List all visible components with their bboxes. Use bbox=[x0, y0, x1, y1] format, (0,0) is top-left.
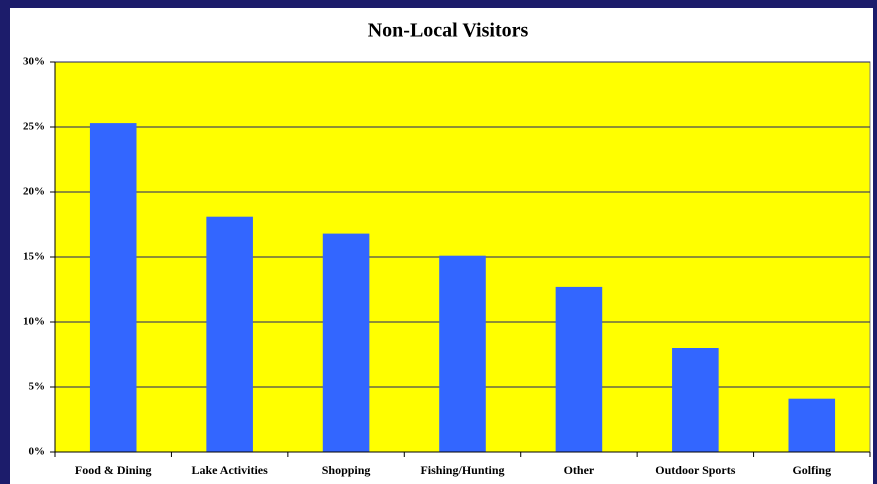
y-tick-label: 30% bbox=[23, 56, 45, 68]
y-tick-label: 5% bbox=[29, 381, 46, 393]
x-tick-label: Outdoor Sports bbox=[655, 463, 735, 477]
bar bbox=[555, 286, 603, 452]
bar bbox=[439, 255, 486, 452]
x-tick-label: Lake Activities bbox=[191, 463, 268, 477]
y-tick-label: 15% bbox=[23, 251, 45, 263]
bar bbox=[322, 233, 370, 452]
x-tick-label: Fishing/Hunting bbox=[420, 463, 504, 477]
y-tick-label: 0% bbox=[29, 446, 46, 458]
chart-title: Non-Local Visitors bbox=[368, 20, 529, 42]
x-tick-label: Food & Dining bbox=[75, 463, 152, 477]
y-tick-label: 25% bbox=[23, 121, 45, 133]
y-tick-label: 10% bbox=[23, 316, 45, 328]
x-tick-label: Shopping bbox=[322, 463, 371, 477]
bar bbox=[788, 398, 836, 452]
bar bbox=[672, 348, 719, 452]
bar bbox=[89, 123, 137, 452]
y-tick-label: 20% bbox=[23, 186, 45, 198]
x-tick-label: Other bbox=[564, 463, 595, 477]
bar bbox=[206, 216, 253, 452]
x-tick-label: Golfing bbox=[792, 463, 831, 477]
